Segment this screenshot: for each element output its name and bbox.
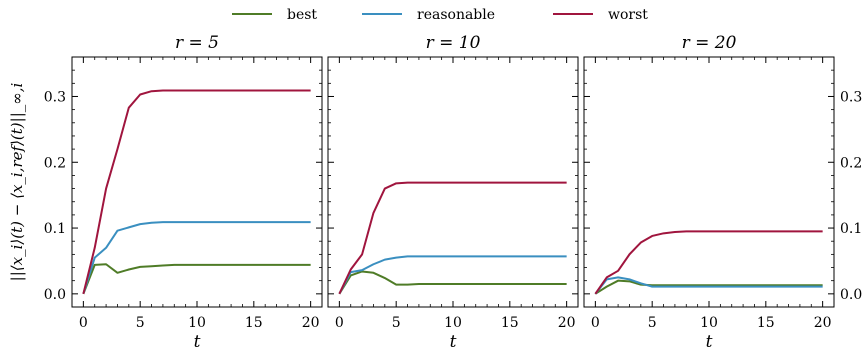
legend-label-worst: worst xyxy=(608,7,648,23)
y-axis-label: ||⟨x_i⟩(t) − ⟨x_i,ref⟩(t)||_∞,i xyxy=(8,82,26,281)
series-line-best xyxy=(338,270,567,295)
x-tick-label: 5 xyxy=(648,315,657,331)
panel-1: r = 5 0 5 10 15 20 0.0 0.1 0.2 0.3 t xyxy=(44,33,323,352)
y-tick-label: 0.2 xyxy=(44,155,66,171)
x-tick-label: 5 xyxy=(136,315,145,331)
x-tick-label: 20 xyxy=(558,315,576,331)
legend-label-reasonable: reasonable xyxy=(417,7,495,23)
x-axis-label: t xyxy=(194,332,201,352)
y-tick-label: 0.3 xyxy=(44,89,66,105)
series-line-reasonable xyxy=(594,276,823,295)
series-line-worst xyxy=(82,89,311,295)
x-tick-label: 15 xyxy=(757,315,775,331)
panel-frame xyxy=(583,56,835,308)
x-tick-label: 0 xyxy=(79,315,88,331)
x-tick-label: 10 xyxy=(444,315,462,331)
y-tick-label-right: 0.0 xyxy=(840,287,862,303)
series-line-best xyxy=(594,279,823,295)
x-tick-label: 20 xyxy=(302,315,320,331)
panel-title: r = 20 xyxy=(682,33,737,53)
y-tick-label: 0.0 xyxy=(44,287,66,303)
x-tick-label: 0 xyxy=(335,315,344,331)
series-line-worst xyxy=(338,181,567,295)
series-line-reasonable xyxy=(82,221,311,295)
panels: r = 5 0 5 10 15 20 0.0 0.1 0.2 0.3 t r = 10 0 5 10 15 20… xyxy=(44,33,863,352)
y-axis-label-group: ||⟨x_i⟩(t) − ⟨x_i,ref⟩(t)||_∞,i xyxy=(8,82,26,281)
panel-frame xyxy=(71,56,323,308)
legend: best reasonable worst xyxy=(232,7,648,23)
x-tick-label: 0 xyxy=(591,315,600,331)
series-line-best xyxy=(82,263,311,295)
x-tick-label: 15 xyxy=(245,315,263,331)
x-tick-label: 5 xyxy=(392,315,401,331)
panel-title: r = 10 xyxy=(426,33,481,53)
panel-3: r = 20 0 5 10 15 20 0.0 0.1 0.2 0.3 t xyxy=(583,33,862,352)
x-tick-label: 20 xyxy=(814,315,832,331)
x-axis-label: t xyxy=(450,332,457,352)
panel-2: r = 10 0 5 10 15 20 t xyxy=(327,33,579,352)
series-line-reasonable xyxy=(338,255,567,295)
x-tick-label: 10 xyxy=(700,315,718,331)
series-line-worst xyxy=(594,230,823,295)
y-tick-label-right: 0.1 xyxy=(840,221,862,237)
x-axis-label: t xyxy=(706,332,713,352)
x-tick-label: 10 xyxy=(188,315,206,331)
legend-label-best: best xyxy=(287,7,317,23)
x-tick-label: 15 xyxy=(501,315,519,331)
panel-title: r = 5 xyxy=(175,33,219,53)
y-tick-label-right: 0.3 xyxy=(840,89,862,105)
y-tick-label: 0.1 xyxy=(44,221,66,237)
y-tick-label-right: 0.2 xyxy=(840,155,862,171)
